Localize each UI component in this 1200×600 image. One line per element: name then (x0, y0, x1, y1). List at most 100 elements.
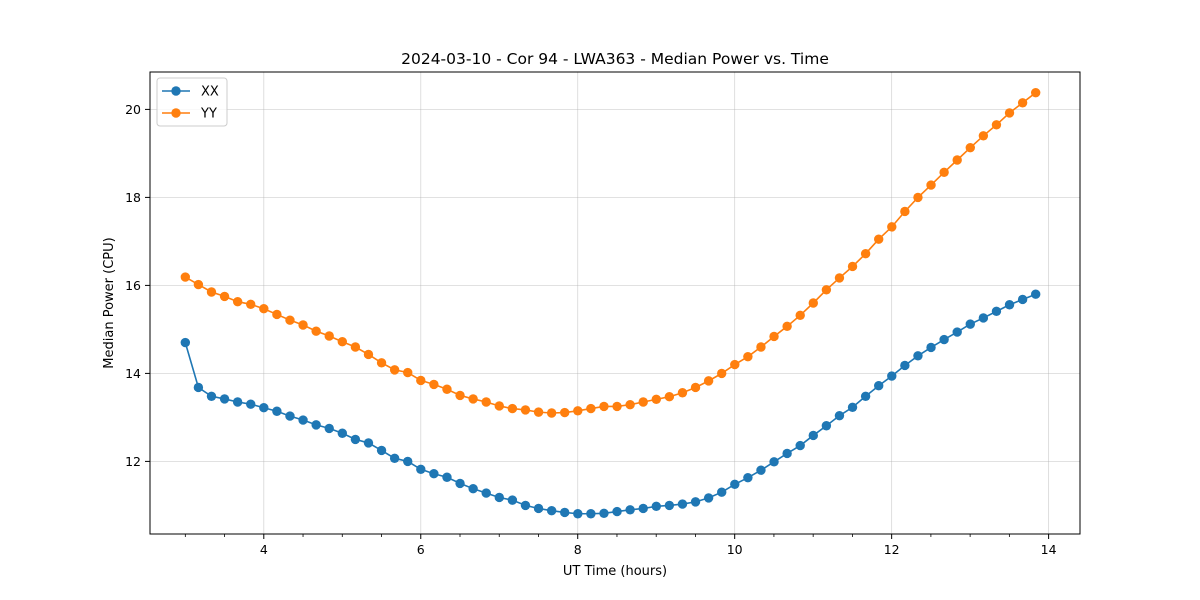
data-point-yy (638, 397, 648, 407)
data-point-yy (403, 367, 413, 378)
data-point-xx (612, 506, 622, 517)
data-point-yy (965, 142, 975, 153)
x-tick-label: 8 (574, 542, 582, 557)
data-point-yy (1017, 98, 1028, 108)
data-point-xx (834, 410, 845, 421)
data-point-xx (546, 505, 557, 516)
data-point-yy (769, 331, 779, 342)
data-point-yy (978, 131, 989, 141)
data-point-xx (324, 423, 334, 434)
x-tick-label: 6 (417, 542, 425, 557)
data-point-xx (638, 503, 648, 514)
axis-ticks: 4 6 8 10 12 14 12 14 16 18 20 (125, 102, 1057, 557)
data-point-xx (481, 488, 491, 498)
data-point-xx (363, 438, 374, 448)
data-point-xx (533, 503, 544, 514)
data-point-yy (1030, 87, 1041, 98)
data-point-xx (560, 507, 570, 518)
data-point-xx (442, 472, 452, 482)
grid-lines (150, 72, 1080, 534)
data-point-yy (625, 399, 635, 410)
data-point-xx (416, 464, 426, 475)
data-point-xx (337, 428, 348, 438)
data-point-xx (743, 472, 753, 483)
x-tick-label: 14 (1041, 542, 1057, 557)
data-point-xx (507, 495, 518, 505)
data-point-yy (533, 407, 544, 417)
data-point-xx (926, 342, 936, 353)
data-point-yy (363, 349, 374, 360)
data-point-xx (821, 421, 832, 431)
data-point-xx (1030, 289, 1041, 299)
data-point-yy (717, 368, 727, 379)
data-point-yy (350, 342, 361, 352)
data-point-yy (874, 234, 884, 244)
data-point-xx (285, 411, 295, 421)
series-layer (180, 87, 1041, 519)
data-point-yy (612, 401, 622, 412)
data-point-xx (664, 500, 675, 511)
x-axis-label: UT Time (hours) (563, 564, 667, 579)
data-point-xx (468, 483, 478, 494)
data-point-yy (900, 206, 910, 217)
data-point-yy (429, 379, 439, 390)
data-point-xx (965, 319, 975, 329)
data-point-xx (494, 492, 505, 503)
data-point-xx (455, 478, 465, 489)
data-point-xx (860, 391, 871, 401)
data-point-yy (298, 320, 308, 330)
data-point-xx (298, 415, 308, 425)
data-point-xx (874, 381, 884, 391)
data-point-xx (429, 469, 439, 479)
y-tick-label: 16 (125, 278, 141, 293)
data-point-yy (782, 321, 792, 332)
data-point-yy (743, 351, 753, 362)
data-point-xx (795, 440, 805, 451)
data-point-yy (834, 273, 845, 283)
data-point-yy (991, 120, 1002, 130)
data-point-yy (1004, 108, 1015, 118)
data-point-xx (1017, 294, 1028, 305)
data-point-xx (586, 509, 596, 519)
data-point-xx (913, 351, 923, 361)
data-point-xx (730, 479, 740, 489)
data-point-xx (206, 391, 217, 401)
data-point-yy (795, 310, 805, 321)
data-point-xx (900, 360, 910, 371)
data-point-yy (285, 315, 295, 325)
data-point-yy (599, 401, 609, 412)
data-point-yy (952, 155, 962, 165)
data-point-xx (887, 371, 897, 381)
data-point-yy (821, 285, 832, 295)
data-point-yy (573, 406, 583, 416)
data-point-yy (232, 296, 243, 307)
data-point-yy (677, 388, 688, 398)
data-point-yy (416, 375, 426, 386)
data-point-yy (860, 249, 871, 259)
data-point-xx (847, 402, 858, 412)
data-point-xx (520, 500, 531, 511)
data-point-xx (389, 453, 400, 464)
data-point-yy (180, 272, 191, 282)
data-point-xx (939, 334, 949, 345)
y-tick-label: 18 (125, 190, 141, 205)
data-point-yy (507, 403, 518, 414)
data-point-xx (259, 403, 269, 413)
data-point-yy (756, 342, 766, 352)
data-point-yy (926, 180, 936, 190)
data-point-xx (246, 399, 256, 409)
data-point-yy (887, 222, 897, 232)
x-tick-label: 10 (727, 542, 743, 557)
chart-title: 2024-03-10 - Cor 94 - LWA363 - Median Po… (401, 50, 829, 68)
data-point-yy (847, 261, 858, 272)
data-point-yy (913, 192, 923, 203)
data-point-xx (978, 313, 989, 323)
data-point-yy (455, 390, 465, 401)
data-point-xx (272, 406, 282, 416)
data-point-xx (1004, 300, 1015, 310)
y-axis-label: Median Power (CPU) (102, 237, 117, 368)
data-point-yy (259, 304, 269, 314)
y-tick-label: 20 (125, 102, 141, 117)
data-point-yy (206, 287, 217, 297)
data-point-yy (494, 401, 505, 411)
